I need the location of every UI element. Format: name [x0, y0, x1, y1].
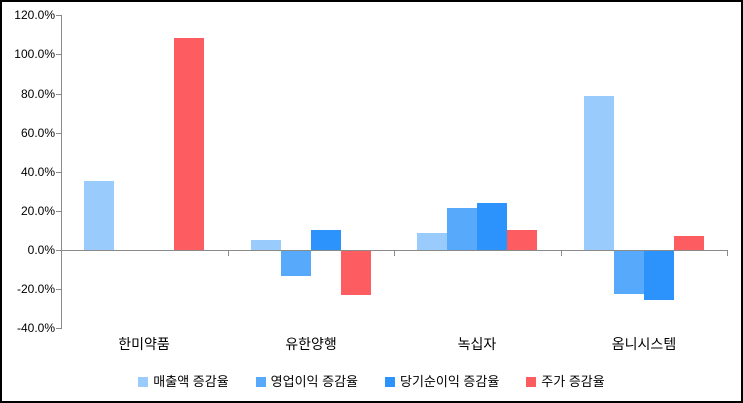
x-axis-tick: [228, 251, 229, 256]
legend-swatch-icon: [526, 376, 537, 387]
bar-2-cat-2: [281, 251, 311, 276]
legend-label: 영업이익 증감율: [270, 374, 358, 389]
bar-1-cat-4: [584, 96, 614, 250]
bar-1-cat-3: [417, 233, 447, 250]
bar-4-cat-4: [674, 236, 704, 250]
y-axis-tick-label: 40.0%: [20, 165, 55, 179]
x-axis-zero-line: [61, 250, 728, 251]
x-axis-tick: [394, 251, 395, 256]
y-axis-tick: [56, 328, 61, 329]
y-axis-tick-label: 60.0%: [20, 126, 55, 140]
chart-legend: 매출액 증감율 영업이익 증감율 당기순이익 증감율 주가 증감율: [2, 374, 741, 389]
y-axis-tick-label: 100.0%: [14, 47, 55, 61]
bar-3-cat-4: [644, 251, 674, 300]
bar-2-cat-4: [614, 251, 644, 294]
y-axis-tick: [56, 172, 61, 173]
legend-item-1: 매출액 증감율: [138, 374, 229, 389]
y-axis-tick: [56, 54, 61, 55]
y-axis-tick: [56, 250, 61, 251]
category-label-1: 한미약품: [118, 336, 170, 352]
bar-3-cat-2: [311, 230, 341, 250]
y-axis-tick-label: 0.0%: [27, 243, 55, 257]
bar-4-cat-3: [507, 230, 537, 250]
legend-item-2: 영업이익 증감율: [255, 374, 358, 389]
bar-2-cat-3: [447, 208, 477, 250]
legend-swatch-icon: [138, 376, 149, 387]
y-axis-tick: [56, 133, 61, 134]
category-label-3: 녹십자: [457, 336, 497, 352]
y-axis-tick: [56, 15, 61, 16]
y-axis-tick-label: -20.0%: [16, 282, 55, 296]
legend-swatch-icon: [255, 376, 266, 387]
bar-1-cat-1: [84, 181, 114, 250]
y-axis-tick-label: 20.0%: [20, 204, 55, 218]
y-axis-tick-label: 120.0%: [14, 8, 55, 22]
legend-swatch-icon: [385, 376, 395, 387]
y-axis-tick: [56, 211, 61, 212]
y-axis-tick: [56, 289, 61, 290]
bar-4-cat-2: [341, 251, 371, 295]
y-axis-tick: [56, 94, 61, 95]
y-axis-line: [61, 15, 62, 329]
bar-1-cat-2: [251, 240, 281, 250]
legend-item-3: 당기순이익 증감율: [385, 374, 499, 389]
legend-label: 매출액 증감율: [153, 374, 229, 389]
category-label-4: 옴니시스템: [611, 336, 677, 352]
legend-item-4: 주가 증감율: [526, 374, 605, 389]
y-axis-tick-label: 80.0%: [20, 87, 55, 101]
bar-4-cat-1: [174, 38, 204, 250]
legend-label: 당기순이익 증감율: [400, 374, 500, 389]
x-axis-tick: [727, 251, 728, 256]
legend-label: 주가 증감율: [541, 374, 605, 389]
x-axis-tick: [561, 251, 562, 256]
y-axis-tick-label: -40.0%: [16, 321, 55, 335]
bar-3-cat-3: [477, 203, 507, 250]
category-label-2: 유한양행: [285, 336, 337, 352]
